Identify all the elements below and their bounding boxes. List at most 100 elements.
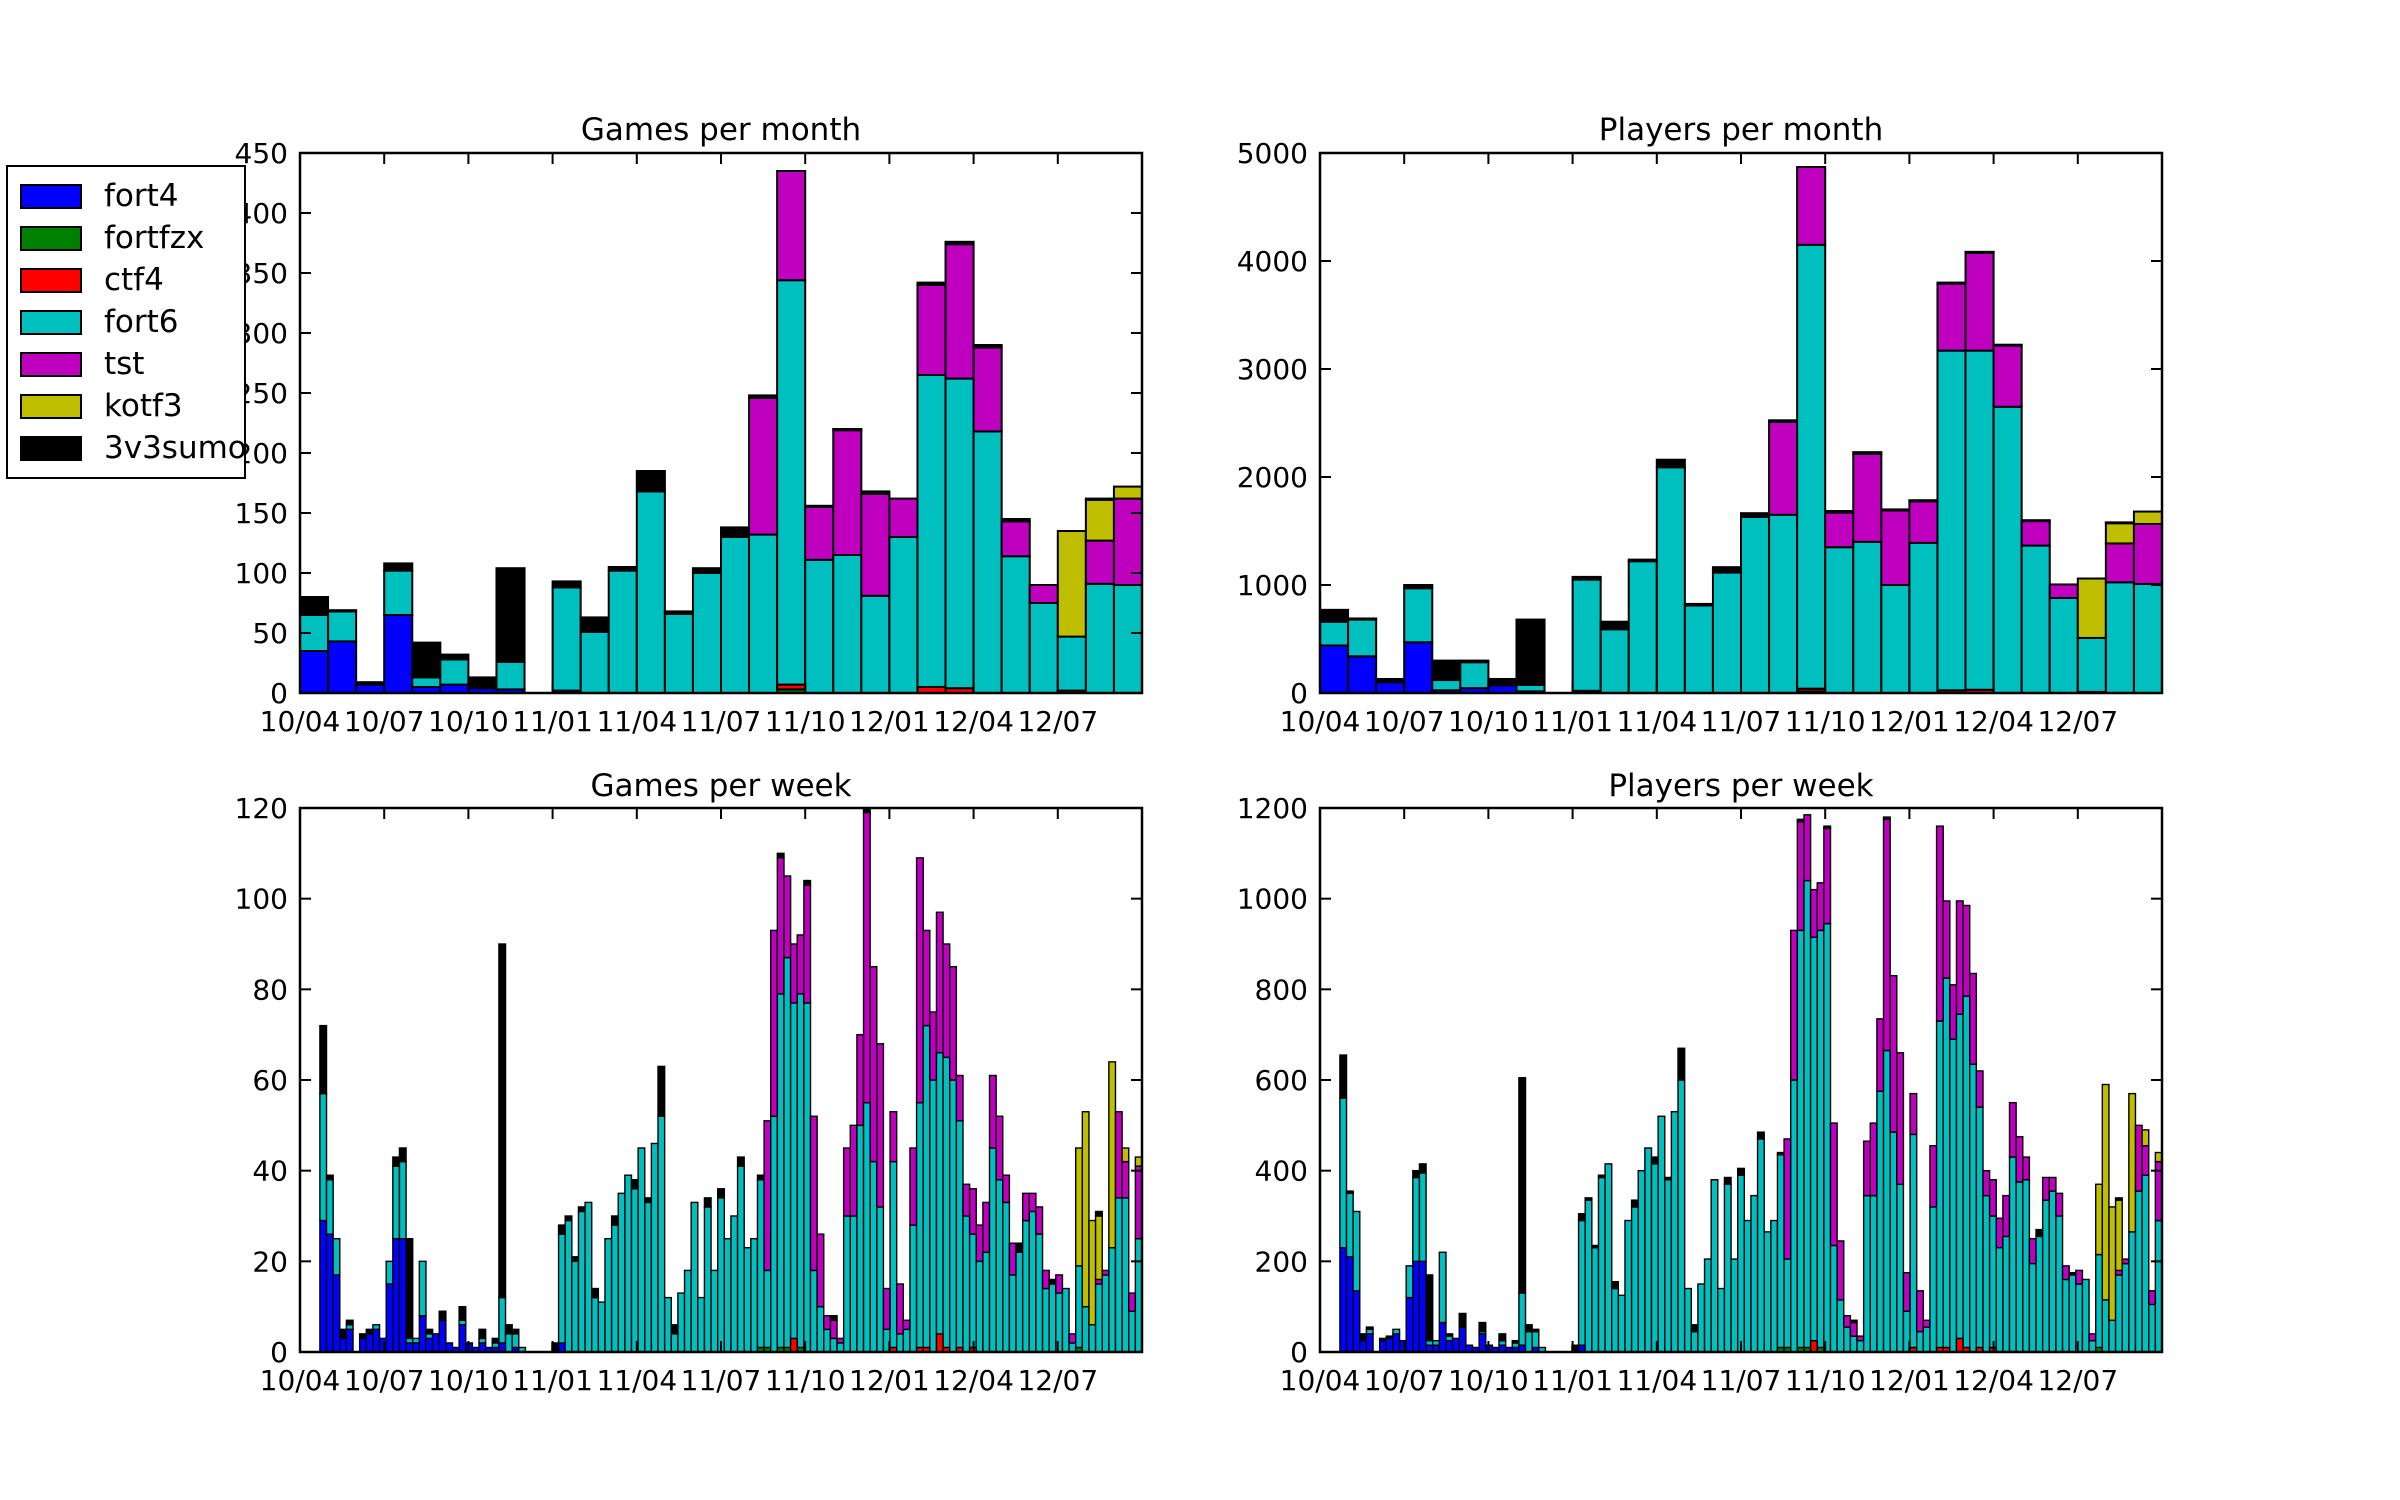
bar-segment-fort6 xyxy=(607,569,638,694)
bar-segment-fort6 xyxy=(1644,1147,1653,1353)
bar-segment-fort6 xyxy=(783,956,792,1349)
bar-segment-3v3sumo xyxy=(1385,1335,1394,1340)
x-tick-label: 10/10 xyxy=(1448,705,1529,738)
bar-segment-tst xyxy=(968,1188,977,1235)
bar-segment-tst xyxy=(1000,520,1031,558)
x-tick-label: 12/07 xyxy=(2037,705,2118,738)
bar-segment-tst xyxy=(882,1287,891,1331)
bar-segment-fort4 xyxy=(1345,1256,1354,1353)
bar-segment-tst xyxy=(1935,825,1944,1022)
bar-segment-3v3sumo xyxy=(1823,825,1832,830)
y-tick-label: 100 xyxy=(235,883,288,916)
y-tick-label: 0 xyxy=(270,1336,288,1369)
bar-segment-kotf3 xyxy=(1081,1111,1090,1308)
bar-segment-fort6 xyxy=(889,1160,898,1349)
bar-segment-fort6 xyxy=(2141,1174,2150,1353)
bar-segment-fort6 xyxy=(929,1079,938,1353)
bar-segment-3v3sumo xyxy=(804,504,835,508)
bar-segment-fort6 xyxy=(2101,1299,2110,1353)
bar-segment-fort6 xyxy=(860,594,891,694)
bar-segment-fort6 xyxy=(944,377,975,690)
bar-segment-fort6 xyxy=(756,1179,765,1349)
bar-segment-tst xyxy=(955,1074,964,1122)
bar-segment-3v3sumo xyxy=(579,616,610,633)
bar-segment-fort4 xyxy=(1458,1326,1467,1353)
bar-segment-tst xyxy=(1101,1269,1110,1276)
bar-segment-fort4 xyxy=(418,1315,427,1353)
bar-segment-fort4 xyxy=(1319,644,1350,694)
bar-segment-tst xyxy=(1843,1315,1852,1328)
y-tick-label: 80 xyxy=(252,973,288,1006)
legend-swatch-kotf3 xyxy=(20,393,82,419)
bar-segment-fort4 xyxy=(345,1328,354,1353)
bar-segment-3v3sumo xyxy=(644,1197,653,1204)
bar-segment-tst xyxy=(1824,511,1855,549)
bar-segment-fort4 xyxy=(557,1342,566,1353)
bar-segment-3v3sumo xyxy=(1498,1333,1507,1342)
bar-segment-fort6 xyxy=(1418,1172,1427,1263)
bar-segment-tst xyxy=(1128,1292,1137,1312)
bar-segment-kotf3 xyxy=(1074,1147,1084,1267)
bar-segment-fort6 xyxy=(2094,1253,2104,1349)
bar-segment-3v3sumo xyxy=(1418,1163,1427,1174)
x-tick-label: 11/04 xyxy=(1616,705,1697,738)
bar-segment-fort6 xyxy=(922,1024,931,1349)
bar-segment-fort6 xyxy=(1856,1339,1865,1353)
bar-segment-fort6 xyxy=(1942,977,1951,1349)
bar-segment-fort4 xyxy=(358,1337,368,1353)
x-tick-label: 11/01 xyxy=(512,705,593,738)
bar-segment-fort6 xyxy=(1703,1258,1712,1353)
bar-segment-fort6 xyxy=(439,658,470,686)
bar-segment-tst xyxy=(862,811,871,1104)
bar-segment-tst xyxy=(809,1115,818,1272)
bar-segment-3v3sumo xyxy=(748,394,779,399)
bar-segment-fort6 xyxy=(804,558,835,694)
plot-border xyxy=(298,151,1144,695)
bar-segment-tst xyxy=(1856,1335,1865,1342)
bar-segment-3v3sumo xyxy=(1992,343,2023,347)
bar-segment-fort6 xyxy=(1677,1079,1686,1353)
bar-segment-fort6 xyxy=(935,1052,944,1335)
bar-segment-3v3sumo xyxy=(720,526,751,539)
bar-segment-fort6 xyxy=(332,1237,341,1276)
bar-segment-tst xyxy=(860,492,891,597)
bar-segment-tst xyxy=(1909,1092,1918,1136)
bar-segment-3v3sumo xyxy=(1690,1324,1699,1333)
bar-segment-3v3sumo xyxy=(1664,1176,1673,1181)
bar-segment-3v3sumo xyxy=(2020,519,2051,523)
bar-segment-fort6 xyxy=(1650,1163,1659,1353)
bar-segment-fort4 xyxy=(1405,1296,1414,1353)
bar-segment-fort6 xyxy=(690,1201,699,1353)
bar-segment-fort6 xyxy=(1056,635,1087,692)
bar-segment-fort6 xyxy=(816,1305,825,1353)
bar-segment-tst xyxy=(1823,827,1832,925)
bar-segment-fort6 xyxy=(1664,1179,1673,1353)
bar-segment-fort6 xyxy=(1843,1326,1852,1353)
bar-segment-fort6 xyxy=(1929,1206,1938,1353)
bar-segment-fort6 xyxy=(1121,1197,1130,1353)
bar-segment-3v3sumo xyxy=(564,1215,573,1222)
bar-segment-3v3sumo xyxy=(703,1197,712,1208)
bar-segment-tst xyxy=(962,1183,971,1217)
bar-segment-3v3sumo xyxy=(1796,818,1805,823)
bar-segment-fort6 xyxy=(895,1333,905,1353)
bar-segment-fort6 xyxy=(862,1101,871,1353)
bar-segment-3v3sumo xyxy=(557,1224,566,1235)
bar-segment-fort6 xyxy=(1992,405,2023,694)
bar-segment-tst xyxy=(929,1011,938,1081)
bar-segment-kotf3 xyxy=(2076,577,2107,639)
bar-segment-fort6 xyxy=(736,1165,745,1353)
bar-segment-tst xyxy=(776,857,785,995)
bar-segment-fort6 xyxy=(2148,1303,2157,1353)
bar-segment-3v3sumo xyxy=(1964,250,1995,254)
bar-segment-tst xyxy=(763,1120,772,1272)
bar-segment-fort6 xyxy=(1862,1194,1871,1353)
bar-segment-fort6 xyxy=(1849,1335,1858,1353)
bar-segment-fort6 xyxy=(564,1219,573,1353)
bar-segment-tst xyxy=(1041,1269,1050,1290)
bar-segment-fort6 xyxy=(1670,1111,1679,1353)
bar-segment-3v3sumo xyxy=(1518,1077,1527,1294)
bar-segment-fort6 xyxy=(670,1333,679,1353)
bar-segment-fort6 xyxy=(1112,584,1144,694)
